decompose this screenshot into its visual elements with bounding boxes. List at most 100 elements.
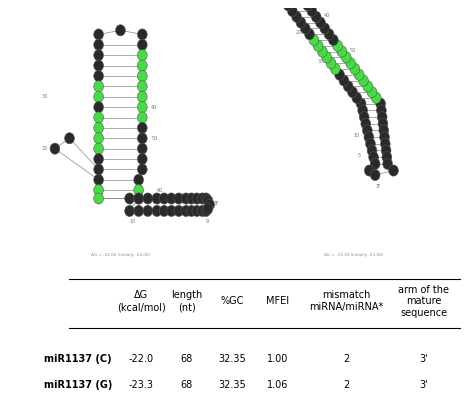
Circle shape	[367, 145, 377, 156]
Circle shape	[94, 154, 103, 165]
Text: mismatch
miRNA/miRNA*: mismatch miRNA/miRNA*	[309, 290, 383, 312]
Circle shape	[198, 205, 207, 217]
Circle shape	[283, 0, 293, 11]
Circle shape	[292, 11, 301, 22]
Text: 2: 2	[343, 354, 349, 364]
Circle shape	[137, 102, 147, 113]
Circle shape	[94, 102, 103, 113]
Circle shape	[94, 39, 103, 50]
Circle shape	[152, 193, 162, 204]
Circle shape	[159, 205, 169, 217]
Circle shape	[143, 205, 153, 217]
Circle shape	[320, 23, 329, 34]
Circle shape	[203, 195, 213, 206]
Text: miR1137 (C): miR1137 (C)	[44, 354, 111, 364]
Circle shape	[137, 164, 147, 175]
Circle shape	[370, 158, 380, 170]
Circle shape	[64, 133, 74, 144]
Text: 32.35: 32.35	[219, 380, 246, 390]
Circle shape	[192, 205, 202, 217]
Circle shape	[354, 69, 364, 80]
Circle shape	[143, 193, 153, 204]
Circle shape	[94, 133, 103, 144]
Circle shape	[137, 39, 147, 50]
Circle shape	[339, 75, 349, 86]
Circle shape	[358, 75, 368, 86]
Circle shape	[335, 69, 345, 80]
Circle shape	[94, 112, 103, 123]
Circle shape	[376, 105, 386, 116]
Circle shape	[346, 57, 356, 69]
Circle shape	[94, 60, 103, 71]
Circle shape	[187, 193, 196, 204]
Circle shape	[137, 70, 147, 81]
Circle shape	[174, 193, 183, 204]
Circle shape	[94, 91, 103, 102]
Circle shape	[359, 111, 369, 122]
Circle shape	[94, 122, 103, 134]
Circle shape	[370, 170, 380, 181]
Text: 60: 60	[157, 188, 163, 193]
Circle shape	[389, 165, 398, 176]
Circle shape	[94, 164, 103, 175]
Circle shape	[137, 122, 147, 134]
Circle shape	[381, 138, 390, 149]
Text: 3': 3'	[419, 354, 428, 364]
Text: 40: 40	[151, 105, 157, 110]
Text: -23.3: -23.3	[129, 380, 154, 390]
Circle shape	[174, 205, 183, 217]
Circle shape	[134, 193, 144, 204]
Circle shape	[381, 145, 391, 156]
Circle shape	[372, 92, 381, 103]
Circle shape	[134, 193, 144, 204]
Circle shape	[125, 205, 135, 217]
Circle shape	[313, 40, 323, 51]
Circle shape	[365, 138, 375, 149]
Circle shape	[324, 29, 334, 40]
Circle shape	[125, 193, 135, 204]
Circle shape	[347, 87, 357, 98]
Circle shape	[203, 203, 213, 214]
Circle shape	[137, 49, 147, 61]
Circle shape	[303, 0, 312, 11]
Circle shape	[137, 133, 147, 144]
Circle shape	[361, 118, 371, 129]
Circle shape	[296, 17, 306, 28]
Circle shape	[316, 17, 325, 28]
Circle shape	[322, 52, 332, 63]
Circle shape	[367, 87, 377, 98]
Circle shape	[166, 205, 176, 217]
Text: 40: 40	[324, 13, 330, 18]
Circle shape	[159, 193, 169, 204]
Text: 68: 68	[181, 380, 193, 390]
Text: 3': 3'	[375, 184, 380, 190]
Circle shape	[378, 118, 388, 129]
Circle shape	[94, 70, 103, 81]
Circle shape	[307, 6, 317, 17]
Text: ΔG = -23.30 (initially -23.00): ΔG = -23.30 (initially -23.00)	[324, 253, 383, 257]
Circle shape	[301, 23, 310, 34]
Text: 3': 3'	[214, 201, 219, 206]
Circle shape	[137, 60, 147, 71]
Circle shape	[343, 81, 353, 92]
Circle shape	[94, 49, 103, 61]
Circle shape	[328, 34, 338, 45]
Circle shape	[377, 111, 387, 122]
Text: length
(nt): length (nt)	[171, 290, 202, 312]
Text: 68: 68	[181, 354, 193, 364]
Text: 3': 3'	[419, 380, 428, 390]
Circle shape	[166, 193, 176, 204]
Circle shape	[364, 132, 374, 143]
Text: 2: 2	[343, 380, 349, 390]
Circle shape	[137, 154, 147, 165]
Circle shape	[201, 193, 211, 204]
Circle shape	[287, 6, 297, 17]
Circle shape	[305, 29, 314, 40]
Text: -22.0: -22.0	[129, 354, 154, 364]
Text: arm of the
mature
sequence: arm of the mature sequence	[398, 284, 449, 318]
Circle shape	[311, 11, 321, 22]
Circle shape	[369, 152, 378, 163]
Text: 30: 30	[317, 59, 324, 64]
Circle shape	[350, 63, 360, 75]
Circle shape	[326, 57, 336, 69]
